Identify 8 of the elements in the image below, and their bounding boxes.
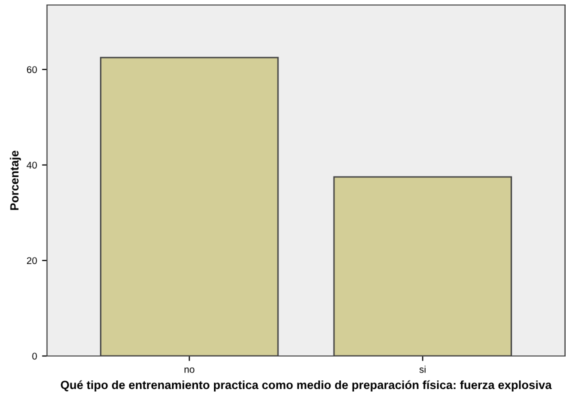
x-tick-label: si: [419, 366, 426, 373]
y-tick-label: 40: [26, 162, 37, 169]
y-tick-label: 0: [32, 352, 37, 360]
x-tick-label: no: [184, 368, 194, 373]
y-tick-label: 20: [26, 257, 37, 264]
y-tick-label: 60: [26, 66, 37, 74]
x-axis-title: Qué tipo de entrenamiento practica como medio de preparación física: fuerza explosiva: [60, 380, 552, 392]
y-axis-title: Porcentaje: [10, 150, 21, 210]
